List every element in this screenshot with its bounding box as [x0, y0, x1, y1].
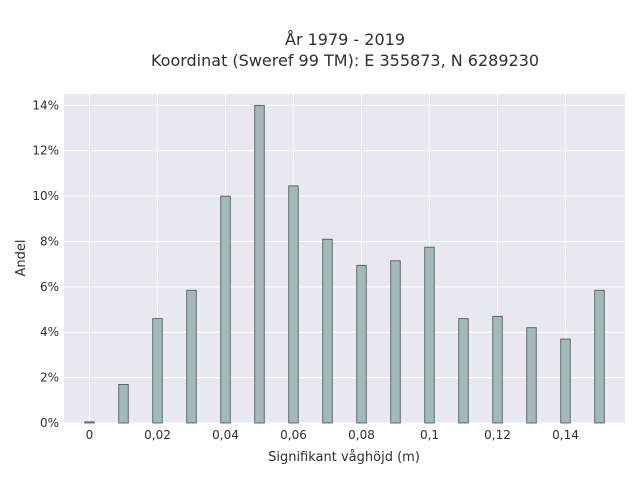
y-tick-label: 4% — [40, 325, 59, 339]
bar — [254, 104, 265, 424]
chart-title-line2: Koordinat (Sweref 99 TM): E 355873, N 62… — [151, 51, 539, 70]
y-axis-ticks: 0% 2% 4% 6% 8% 10% 12% 14% — [32, 98, 59, 430]
bar — [288, 185, 299, 424]
x-tick-label: 0,1 — [420, 428, 439, 442]
y-tick-label: 0% — [40, 416, 59, 430]
x-tick-label: 0,04 — [212, 428, 239, 442]
chart-title-line1: År 1979 - 2019 — [285, 30, 405, 49]
bar — [356, 264, 367, 424]
y-tick-label: 14% — [32, 98, 59, 112]
bar — [594, 289, 605, 424]
bar — [220, 195, 231, 424]
x-tick-label: 0 — [86, 428, 94, 442]
y-axis-label: Andel — [14, 240, 29, 277]
y-tick-label: 10% — [32, 189, 59, 203]
x-axis-label: Signifikant våghöjd (m) — [268, 450, 420, 465]
bar — [118, 384, 129, 424]
x-tick-label: 0,08 — [348, 428, 375, 442]
y-tick-label: 8% — [40, 234, 59, 248]
x-axis-ticks: 0 0,02 0,04 0,06 0,08 0,1 0,12 0,14 — [86, 428, 579, 442]
bar — [526, 327, 537, 424]
y-tick-label: 12% — [32, 144, 59, 158]
bar — [186, 289, 197, 424]
bar — [458, 318, 469, 424]
plot-area — [64, 94, 625, 424]
bar — [390, 260, 401, 424]
bar — [492, 315, 503, 424]
bar — [560, 338, 571, 424]
x-tick-label: 0,14 — [552, 428, 579, 442]
bar — [152, 318, 163, 424]
x-tick-label: 0,02 — [144, 428, 171, 442]
y-tick-label: 2% — [40, 371, 59, 385]
x-tick-label: 0,12 — [484, 428, 511, 442]
plot-background — [64, 94, 625, 423]
y-tick-label: 6% — [40, 280, 59, 294]
x-tick-label: 0,06 — [280, 428, 307, 442]
bar — [424, 246, 435, 424]
bar — [322, 238, 333, 424]
bar — [84, 421, 95, 424]
